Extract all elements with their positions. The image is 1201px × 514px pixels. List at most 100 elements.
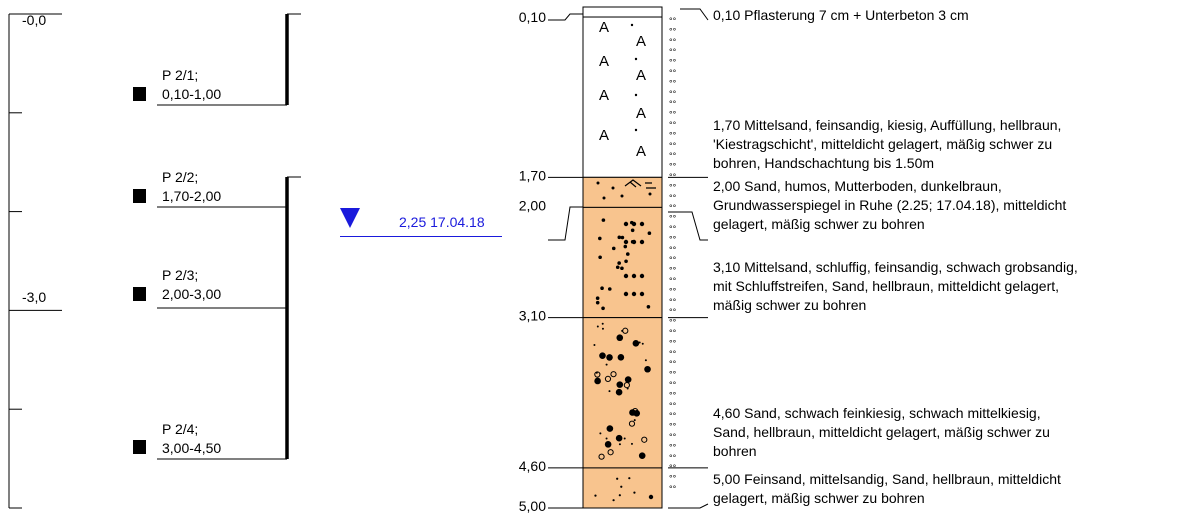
moisture-symbol-icon: °°	[669, 47, 677, 57]
groundwater-label: 2,25 17.04.18	[399, 214, 485, 230]
sand-dot	[605, 363, 608, 366]
gravel-ring	[607, 449, 614, 456]
sand-dot	[633, 419, 636, 422]
sample-id: P 2/3;	[162, 267, 198, 283]
depth-label-text: 3,10	[519, 308, 546, 324]
depth-label-text: 5,00	[519, 498, 546, 514]
description-leader	[680, 8, 709, 21]
depth-scale-label-mid: -3,0	[22, 289, 46, 305]
soil-layer-fill	[582, 467, 663, 509]
moisture-symbol-icon: °°	[669, 78, 677, 88]
sample-entry: P 2/1; 0,10-1,00	[133, 67, 287, 106]
gravel-ring	[641, 436, 648, 443]
gravel-dot	[644, 365, 651, 373]
moisture-symbol-icon: °°	[669, 58, 677, 68]
sand-dot	[599, 432, 602, 435]
layer-description: 4,60 Sand, schwach feinkiesig, schwach m…	[668, 405, 1050, 469]
silt-streak	[631, 239, 637, 245]
moisture-symbol-icon: °°	[669, 318, 677, 328]
moisture-symbol-icon: °°	[669, 411, 677, 421]
gravel-dot	[616, 381, 624, 388]
layer-description: 5,00 Feinsand, mittelsandig, Sand, hellb…	[668, 471, 1061, 509]
moisture-symbol-icon: °°	[669, 16, 677, 26]
soil-layer-fill	[582, 176, 663, 208]
gravel-dot	[638, 452, 646, 459]
gravel-dot	[599, 352, 606, 359]
soil-layer	[582, 176, 663, 208]
moisture-symbol-icon: °°	[669, 130, 677, 140]
sand-dot	[648, 494, 654, 500]
moisture-symbol-icon: °°	[669, 422, 677, 432]
dot-mark	[602, 196, 606, 200]
gravel-dot	[594, 377, 601, 385]
sand-dot	[617, 261, 621, 265]
sand-dot	[618, 443, 621, 446]
moisture-symbol-icon: °°	[669, 338, 677, 348]
gravel-dot	[604, 441, 612, 448]
description-line: bohren	[713, 443, 757, 459]
dot-mark	[648, 192, 652, 196]
sand-dot	[605, 437, 608, 440]
gravel-dot	[606, 354, 613, 361]
moisture-symbol-icon: °°	[669, 245, 677, 255]
sample-range: 1,70-2,00	[162, 188, 221, 204]
description-leader	[668, 503, 709, 509]
depth-label: 5,00	[519, 498, 583, 514]
soil-layer	[582, 206, 663, 319]
description-leader	[668, 211, 708, 241]
sand-dot	[623, 244, 628, 249]
sample-id: P 2/1;	[162, 67, 198, 83]
description-line: mäßig schwer zu bohren	[713, 297, 866, 313]
fill-symbol-icon: A	[636, 67, 646, 84]
silt-streak	[631, 273, 637, 279]
sand-dot	[626, 387, 629, 390]
layer-description: 2,00 Sand, humos, Mutterboden, dunkelbra…	[668, 178, 1066, 241]
sample-entry: P 2/3; 2,00-3,00	[133, 267, 287, 309]
depth-label-text: 2,00	[519, 197, 546, 213]
depth-label: 1,70	[519, 167, 583, 183]
depth-leader	[548, 206, 583, 241]
gravel-dot	[617, 354, 625, 361]
groundwater-marker: 2,25 17.04.18	[340, 208, 502, 237]
moisture-symbol-icon: °°	[669, 276, 677, 286]
sand-dot	[620, 485, 623, 488]
dot-mark	[620, 194, 624, 198]
description-line: 0,10 Pflasterung 7 cm + Unterbeton 3 cm	[713, 7, 969, 23]
depth-scale-label-top: -0,0	[22, 12, 46, 28]
depth-label: 0,10	[519, 9, 583, 25]
depth-label: 3,10	[519, 308, 583, 324]
sand-dot	[647, 231, 652, 236]
depth-label: 4,60	[519, 458, 583, 474]
soil-layer-fill	[582, 317, 663, 469]
gravel-dot	[616, 334, 624, 342]
silt-streak	[623, 239, 629, 245]
soil-layer	[582, 6, 663, 18]
sand-dot	[628, 477, 631, 480]
silt-streak	[639, 273, 645, 279]
description-line: mit Schluffstreifen, Sand, hellbraun, mi…	[713, 278, 1059, 294]
samples-column: P 2/1; 0,10-1,00 P 2/2; 1,70-2,00 P 2/3;…	[133, 13, 301, 460]
soil-layer-fill	[582, 16, 663, 178]
sand-dot	[620, 235, 625, 240]
layer-depth-labels: 0,10 1,70 2,00 3,10 4,60 5,00	[519, 9, 583, 514]
fill-symbol-icon: A	[599, 19, 609, 36]
fill-symbol-icon: A	[636, 33, 646, 50]
sand-dot	[641, 342, 644, 345]
description-line: 3,10 Mittelsand, schluffig, feinsandig, …	[713, 259, 1078, 275]
fill-symbol-icon: A	[599, 53, 609, 70]
gravel-dot	[632, 340, 640, 347]
silt-streak	[623, 221, 629, 227]
sand-dot	[598, 236, 602, 241]
dot-mark	[630, 23, 634, 27]
sand-dot	[594, 494, 597, 497]
soil-layer	[582, 467, 663, 509]
soil-layer-fill	[582, 206, 663, 319]
sand-dot	[601, 322, 604, 325]
depth-leader	[548, 13, 583, 21]
description-line: 1,70 Mittelsand, feinsandig, kiesig, Auf…	[713, 117, 1061, 133]
description-line: gelagert, mäßig schwer zu bohren	[713, 490, 925, 506]
sand-dot	[633, 491, 636, 494]
